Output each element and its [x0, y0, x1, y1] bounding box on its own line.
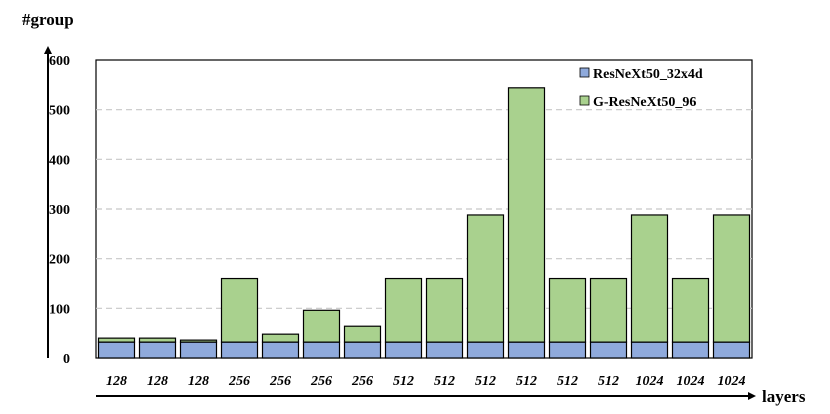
x-tick-label: 1024: [677, 374, 705, 389]
bar-segment-g-resnext50: [589, 277, 628, 343]
bar-segment-g-resnext50: [302, 309, 341, 343]
bar-segment-g-resnext50: [507, 87, 546, 343]
x-tick-label: 1024: [636, 374, 664, 389]
bar-segment-resnext50: [466, 341, 505, 359]
bar-segment-g-resnext50: [712, 214, 751, 343]
x-tick-label: 512: [516, 374, 537, 389]
legend-label-g-resnext50: G-ResNeXt50_96: [593, 95, 696, 110]
x-tick-label: 512: [434, 374, 455, 389]
x-tick-label: 512: [475, 374, 496, 389]
bar-segment-g-resnext50: [630, 214, 669, 343]
legend-swatch-g-resnext50: [579, 95, 590, 106]
bar-segment-resnext50: [425, 341, 464, 359]
bar-segment-resnext50: [138, 341, 177, 359]
bar-segment-resnext50: [507, 341, 546, 359]
x-tick-label: 128: [147, 374, 168, 389]
bar-segment-resnext50: [302, 341, 341, 359]
x-axis-title: layers: [762, 387, 806, 406]
x-tick-label: 1024: [718, 374, 746, 389]
y-tick-labels: 0 100 200 300 400 500 600: [49, 54, 70, 367]
bar-segment-resnext50: [712, 341, 751, 359]
bar-segment-g-resnext50: [343, 325, 382, 343]
x-tick-label: 256: [228, 374, 250, 389]
bar-segment-resnext50: [630, 341, 669, 359]
bar-segment-resnext50: [343, 341, 382, 359]
x-tick-label: 512: [557, 374, 578, 389]
y-tick-label: 500: [49, 104, 70, 119]
bar-segment-resnext50: [179, 341, 218, 359]
bar-segment-g-resnext50: [261, 333, 300, 343]
bar-segment-resnext50: [671, 341, 710, 359]
bar-segment-g-resnext50: [138, 337, 177, 343]
bar-segment-g-resnext50: [671, 277, 710, 343]
y-axis-title: #group: [22, 10, 74, 29]
bar-segment-g-resnext50: [425, 277, 464, 343]
bar-segment-g-resnext50: [97, 337, 136, 343]
legend-swatch-resnext50: [579, 67, 590, 78]
y-tick-label: 400: [49, 153, 70, 168]
bar-segment-g-resnext50: [548, 277, 587, 343]
bar-segment-resnext50: [548, 341, 587, 359]
y-tick-label: 300: [49, 203, 70, 218]
bar-segment-resnext50: [220, 341, 259, 359]
x-tick-label: 256: [269, 374, 291, 389]
bar-segment-g-resnext50: [220, 277, 259, 343]
bar-segment-resnext50: [384, 341, 423, 359]
bar-segment-resnext50: [97, 341, 136, 359]
bars: [97, 87, 751, 359]
x-tick-label: 512: [393, 374, 414, 389]
bar-segment-resnext50: [589, 341, 628, 359]
x-tick-label: 512: [598, 374, 619, 389]
y-tick-label: 600: [49, 54, 70, 69]
legend-label-resnext50: ResNeXt50_32x4d: [593, 67, 703, 82]
bar-segment-resnext50: [261, 341, 300, 359]
bar-segment-g-resnext50: [384, 277, 423, 343]
bar-segment-g-resnext50: [466, 214, 505, 343]
y-tick-label: 0: [63, 352, 70, 367]
bar-segment-g-resnext50: [179, 339, 218, 343]
x-tick-label: 256: [310, 374, 332, 389]
x-tick-label: 256: [351, 374, 373, 389]
y-tick-label: 200: [49, 253, 70, 268]
x-tick-label: 128: [188, 374, 209, 389]
x-tick-labels: 128 128 128 256 256 256 256 512 512 512 512 512 512 1…: [106, 374, 746, 389]
legend: ResNeXt50_32x4d G-ResNeXt50_96: [579, 67, 703, 110]
x-tick-label: 128: [106, 374, 127, 389]
y-tick-label: 100: [49, 302, 70, 317]
